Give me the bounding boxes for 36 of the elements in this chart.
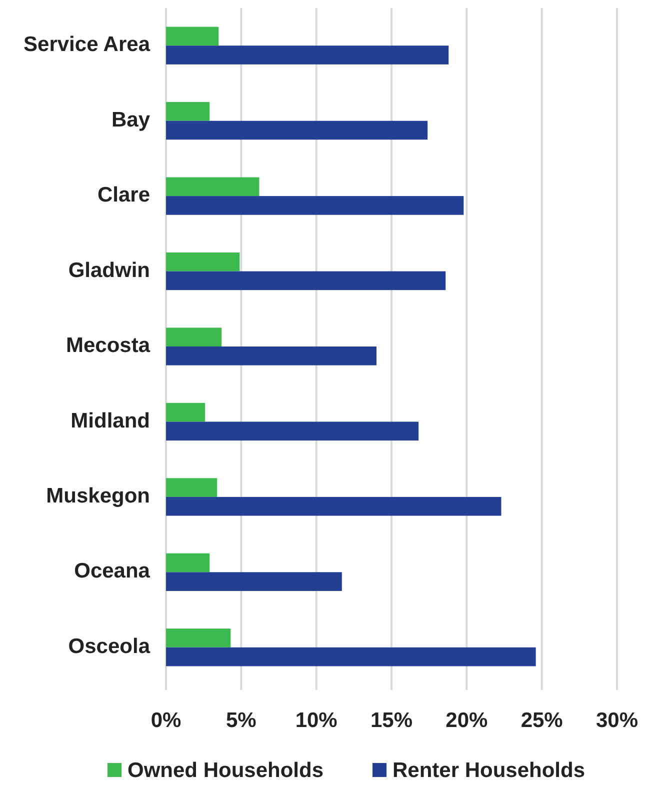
x-tick-label: 25%	[520, 709, 564, 732]
bar	[166, 271, 446, 290]
bar	[166, 177, 260, 196]
bar	[166, 647, 536, 666]
x-tick-label: 20%	[446, 709, 488, 732]
y-tick-label: Midland	[70, 409, 150, 432]
y-tick-label: Oceana	[74, 560, 150, 583]
y-tick-label: Clare	[97, 184, 150, 207]
bar	[166, 422, 419, 441]
bar	[166, 628, 231, 648]
bar	[166, 252, 240, 272]
bar	[166, 478, 218, 497]
x-tick-label: 10%	[295, 709, 338, 732]
bar	[166, 120, 428, 140]
y-tick-label: Service Area	[24, 33, 150, 56]
bar	[166, 496, 502, 516]
bar	[166, 102, 210, 121]
bar	[166, 572, 342, 591]
y-tick-label: Muskegon	[46, 484, 150, 508]
y-tick-label: Gladwin	[68, 258, 150, 282]
bar	[166, 196, 464, 215]
bar	[166, 402, 206, 422]
bar	[166, 346, 376, 366]
y-tick-label: Bay	[111, 108, 150, 132]
y-tick-label: Osceola	[68, 634, 150, 658]
x-tick-label: 30%	[596, 709, 638, 732]
legend-label: Owned Households	[128, 759, 324, 782]
legend-label: Renter Households	[392, 759, 586, 782]
bar	[166, 46, 449, 64]
bar	[166, 553, 210, 572]
bar	[166, 26, 219, 46]
x-tick-label: 15%	[370, 709, 413, 732]
x-tick-label: 0%	[150, 709, 182, 732]
x-tick-label: 5%	[226, 709, 257, 732]
y-tick-label: Mecosta	[66, 334, 150, 358]
bar	[166, 328, 222, 346]
